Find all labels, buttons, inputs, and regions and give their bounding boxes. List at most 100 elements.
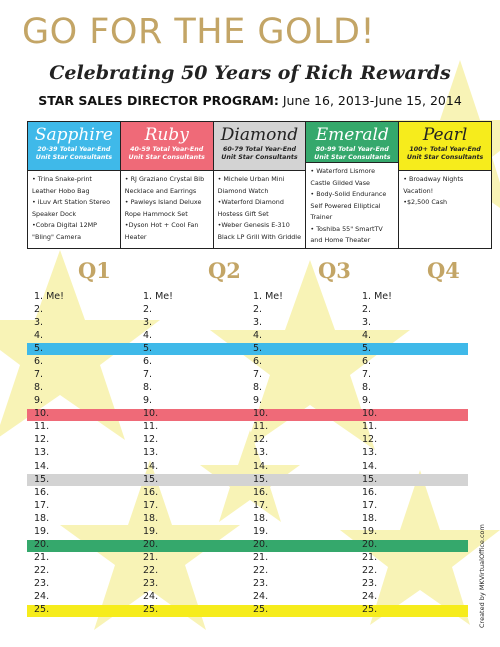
row-label: 7.: [143, 368, 153, 380]
row-label: 22.: [253, 565, 269, 577]
tier: Emerald 80-99 Total Year-End Unit Star Co…: [306, 122, 400, 248]
row-label: 16.: [362, 486, 378, 498]
tier-name: Sapphire: [34, 125, 113, 145]
highlight-band: [27, 343, 468, 356]
row-label: 11.: [253, 421, 269, 433]
row-label: 17.: [34, 499, 50, 511]
row-label: 12.: [143, 434, 159, 446]
prize: • Body-Solid Endurance Self Powered Elli…: [310, 190, 387, 221]
prize: • RJ Graziano Crystal Bib Necklace and E…: [124, 175, 205, 195]
subtitle: Celebrating 50 Years of Rich Rewards: [49, 62, 451, 84]
row-label: 13.: [253, 447, 269, 459]
program-dates: June 16, 2013-June 15, 2014: [282, 93, 462, 108]
row-label: 14.: [362, 460, 378, 472]
row-label: 24.: [34, 591, 50, 603]
row-label: 3.: [362, 316, 372, 328]
prize: • Trina Snake-print Leather Hobo Bag: [32, 175, 92, 195]
tier-header: Pearl 100+ Total Year-End Unit Star Consu…: [399, 122, 491, 171]
tier-name: Diamond: [220, 125, 299, 145]
row-label: 18.: [34, 512, 50, 524]
row-label: 9.: [34, 395, 44, 407]
prize: •Dyson Hot + Cool Fan Heater: [124, 221, 199, 241]
row-label: 23.: [362, 578, 378, 590]
row-label: 25.: [143, 604, 159, 616]
row-label: 13.: [143, 447, 159, 459]
row-label: 10.: [143, 408, 159, 420]
row-label: 19.: [143, 525, 159, 537]
prize: •$2,500 Cash: [403, 198, 448, 206]
row-label: 16.: [143, 486, 159, 498]
row-label: 14.: [34, 460, 50, 472]
row-label: 21.: [253, 552, 269, 564]
row-label: 15.: [362, 473, 378, 485]
prize-list: • Michele Urban Mini Diamond Watch •Water…: [214, 171, 306, 246]
row-label: 16.: [34, 486, 50, 498]
prize: • Michele Urban Mini Diamond Watch: [217, 175, 285, 195]
tier-requirement: 40-59 Total Year-End Unit Star Consultan…: [128, 146, 205, 161]
row-label: 20.: [362, 539, 378, 551]
row-label: 19.: [34, 525, 50, 537]
row-label: 18.: [362, 512, 378, 524]
row-label: 21.: [34, 552, 50, 564]
row-label: 3.: [34, 316, 44, 328]
row-label: 16.: [253, 486, 269, 498]
row-label: 3.: [253, 316, 263, 328]
highlight-band: [27, 604, 468, 617]
tier-table: Sapphire 20-39 Total Year-End Unit Star C…: [27, 121, 492, 249]
row-label: 3.: [143, 316, 153, 328]
row-label: 13.: [362, 447, 378, 459]
row-label: 10.: [34, 408, 50, 420]
row-label: 14.: [253, 460, 269, 472]
row-label: 25.: [362, 604, 378, 616]
tier-requirement: 80-99 Total Year-End Unit Star Consultan…: [314, 146, 391, 161]
row-label: 6.: [362, 355, 372, 367]
row-label: 18.: [143, 512, 159, 524]
row-label: 20.: [34, 539, 50, 551]
row-label: 4.: [362, 329, 372, 341]
tier-requirement: 60-79 Total Year-End Unit Star Consultan…: [221, 146, 298, 161]
tier-name: Ruby: [144, 125, 189, 145]
row-label: 24.: [143, 591, 159, 603]
row-label: 12.: [34, 434, 50, 446]
row-label: 13.: [34, 447, 50, 459]
row-label: 1. Me!: [143, 290, 173, 302]
prize: • iLuv Art Station Stereo Speaker Dock: [32, 198, 110, 218]
prize: •Weber Genesis E-310 Black LP Grill With…: [217, 221, 302, 241]
tier-header: Ruby 40-59 Total Year-End Unit Star Consu…: [120, 122, 213, 171]
prize-list: • RJ Graziano Crystal Bib Necklace and E…: [121, 171, 213, 246]
prize-list: • Trina Snake-print Leather Hobo Bag • iL…: [28, 171, 120, 246]
row-label: 8.: [253, 382, 263, 394]
row-label: 5.: [253, 342, 263, 354]
quarter-heading: Q2: [208, 258, 241, 283]
row-label: 7.: [362, 368, 372, 380]
row-label: 6.: [143, 355, 153, 367]
row-label: 11.: [362, 421, 378, 433]
row-label: 25.: [34, 604, 50, 616]
tier: Ruby 40-59 Total Year-End Unit Star Consu…: [120, 122, 214, 248]
tier-header: Sapphire 20-39 Total Year-End Unit Star C…: [28, 122, 120, 171]
row-label: 2.: [143, 303, 153, 315]
tier-header: Emerald 80-99 Total Year-End Unit Star Co…: [306, 122, 399, 163]
row-label: 4.: [253, 329, 263, 341]
row-label: 11.: [34, 421, 50, 433]
tier-header: Diamond 60-79 Total Year-End Unit Star Co…: [213, 122, 306, 171]
tier: Sapphire 20-39 Total Year-End Unit Star C…: [28, 122, 121, 248]
row-label: 10.: [253, 408, 269, 420]
row-label: 8.: [34, 382, 44, 394]
row-label: 20.: [143, 539, 159, 551]
tier: Pearl 100+ Total Year-End Unit Star Consu…: [399, 122, 491, 248]
row-label: 12.: [253, 434, 269, 446]
row-label: 24.: [253, 591, 269, 603]
row-label: 11.: [143, 421, 159, 433]
tier-name: Pearl: [422, 125, 468, 145]
prize: • Broadway Nights Vacation!: [403, 175, 464, 195]
row-label: 21.: [362, 552, 378, 564]
row-label: 23.: [34, 578, 50, 590]
row-label: 22.: [34, 565, 50, 577]
row-label: 7.: [253, 368, 263, 380]
prize: •Waterford Diamond Hostess Gift Set: [217, 198, 284, 218]
row-label: 14.: [143, 460, 159, 472]
row-label: 12.: [362, 434, 378, 446]
quarter-heading: Q3: [318, 258, 351, 283]
